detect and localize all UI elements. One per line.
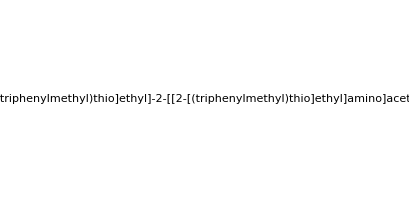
- Text: N-[2-[(triphenylmethyl)thio]ethyl]-2-[[2-[(triphenylmethyl)thio]ethyl]amino]acet: N-[2-[(triphenylmethyl)thio]ethyl]-2-[[2…: [0, 95, 409, 104]
